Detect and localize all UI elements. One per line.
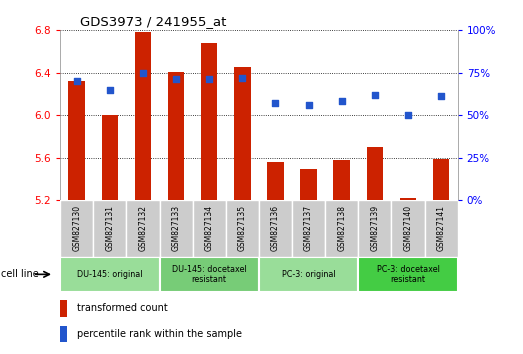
Bar (135, 32, 151, 200)
Bar (93, 200, 127, 257)
Text: GSM827135: GSM827135 (238, 205, 247, 251)
Point (106, 87, 114, 92)
Point (73, 78, 81, 84)
Point (337, 99, 346, 104)
Bar (325, 200, 358, 257)
Text: GSM827136: GSM827136 (271, 205, 280, 251)
Bar (433, 159, 449, 200)
Text: percentile rank within the sample: percentile rank within the sample (77, 329, 242, 339)
Text: PC-3: original: PC-3: original (282, 270, 335, 279)
Text: GSM827131: GSM827131 (105, 205, 115, 251)
Bar (60, 200, 93, 257)
Bar (60, 300, 67, 316)
Bar (425, 200, 458, 257)
Bar (101, 115, 118, 200)
Bar (160, 200, 192, 257)
Text: DU-145: original: DU-145: original (77, 270, 143, 279)
Text: GSM827138: GSM827138 (337, 205, 346, 251)
Point (271, 100, 280, 106)
Bar (226, 200, 259, 257)
Text: PC-3: docetaxel
resistant: PC-3: docetaxel resistant (377, 265, 439, 284)
Point (304, 102, 313, 108)
Bar (168, 72, 185, 200)
Text: GSM827130: GSM827130 (72, 205, 81, 251)
Text: GDS3973 / 241955_at: GDS3973 / 241955_at (80, 15, 226, 28)
Bar (292, 200, 325, 257)
Bar (201, 43, 218, 200)
Text: GSM827134: GSM827134 (204, 205, 214, 251)
Bar (367, 147, 383, 200)
Bar (192, 200, 226, 257)
Text: transformed count: transformed count (77, 303, 167, 313)
Point (437, 93, 445, 99)
Point (404, 112, 412, 118)
Bar (400, 198, 416, 200)
Text: GSM827141: GSM827141 (437, 205, 446, 251)
Bar (358, 257, 458, 292)
Bar (160, 257, 259, 292)
Bar (259, 257, 358, 292)
Point (139, 70, 147, 75)
Bar (259, 200, 292, 257)
Text: GSM827137: GSM827137 (304, 205, 313, 251)
Bar (69, 81, 85, 200)
Bar (267, 162, 283, 200)
Text: GSM827132: GSM827132 (139, 205, 147, 251)
Bar (334, 160, 350, 200)
Text: cell line: cell line (1, 269, 39, 279)
Bar (234, 67, 251, 200)
Text: DU-145: docetaxel
resistant: DU-145: docetaxel resistant (172, 265, 246, 284)
Bar (300, 169, 317, 200)
Bar (127, 200, 160, 257)
Point (205, 76, 213, 82)
Point (172, 76, 180, 82)
Bar (358, 200, 391, 257)
Point (238, 75, 246, 80)
Text: GSM827140: GSM827140 (403, 205, 413, 251)
Bar (391, 200, 425, 257)
Text: GSM827133: GSM827133 (172, 205, 180, 251)
Bar (60, 326, 67, 342)
Point (371, 92, 379, 97)
Text: GSM827139: GSM827139 (370, 205, 379, 251)
Bar (60, 257, 160, 292)
